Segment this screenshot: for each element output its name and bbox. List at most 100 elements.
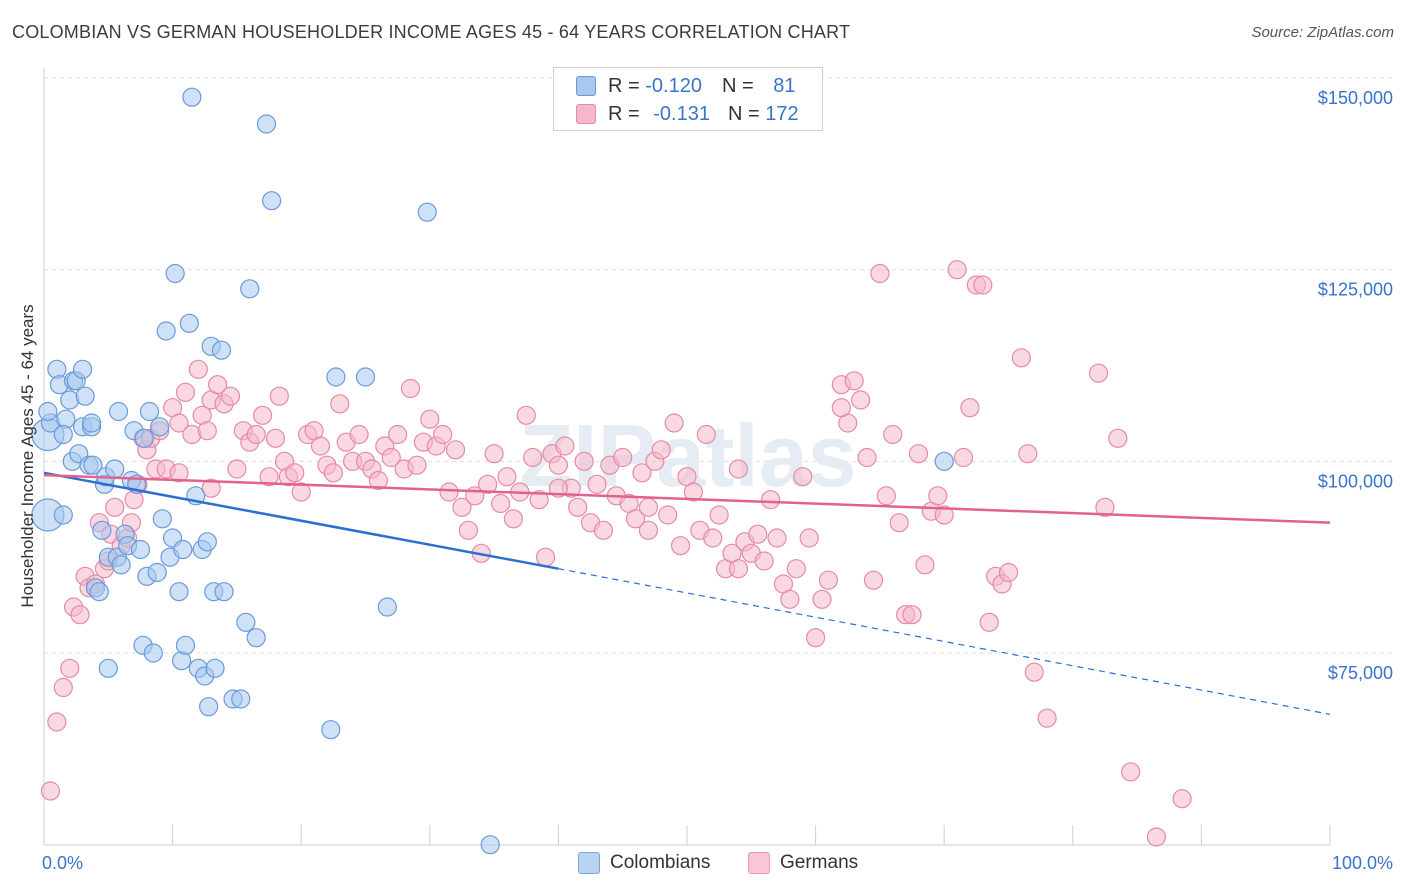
grid-lines <box>44 77 1392 654</box>
german-point <box>420 409 440 429</box>
german-point <box>323 463 343 483</box>
colombian-point <box>72 359 93 379</box>
legend-n-value: 172 <box>765 102 799 125</box>
colombian-point <box>173 539 193 560</box>
german-point <box>381 447 401 468</box>
german-point <box>625 509 646 529</box>
german-point <box>574 451 594 471</box>
german-point <box>947 260 967 280</box>
colombian-point <box>139 401 160 422</box>
axes <box>43 68 1331 846</box>
german-point <box>670 536 691 556</box>
german-point <box>535 547 556 567</box>
chart-title: COLOMBIAN VS GERMAN HOUSEHOLDER INCOME A… <box>12 22 851 42</box>
colombian-point <box>165 263 185 284</box>
german-point <box>568 497 588 517</box>
german-point <box>169 463 189 483</box>
german-point <box>1108 428 1128 448</box>
colombian-point <box>211 340 232 360</box>
german-point <box>613 447 633 468</box>
y-tick-label: $150,000 <box>1318 88 1393 108</box>
series-legend-colombians[interactable]: Colombians <box>578 852 710 874</box>
colombian-point <box>169 582 189 602</box>
legend-swatch-germans <box>576 104 596 124</box>
german-point <box>754 551 774 571</box>
german-point <box>548 455 569 475</box>
german-point <box>793 467 813 487</box>
series-legend-label: Colombians <box>610 852 711 873</box>
axis-labels: $75,000 $100,000 $125,000 $150,000 0.0% 100.0… <box>18 88 1393 873</box>
german-point <box>497 467 517 487</box>
german-point <box>458 520 478 540</box>
german-point <box>330 394 350 414</box>
german-point <box>220 386 241 406</box>
series-legend: Colombians Germans <box>0 852 1406 878</box>
german-point <box>876 486 896 506</box>
german-point <box>555 436 575 456</box>
colombian-point <box>147 562 167 583</box>
german-point <box>812 589 832 609</box>
german-point <box>632 463 652 483</box>
series-swatch-colombians <box>578 852 600 874</box>
colombian-point <box>214 582 234 602</box>
colombian-trend-line <box>43 471 559 570</box>
german-point <box>265 428 286 448</box>
legend-r-value: -0.131 <box>653 102 710 125</box>
german-point <box>651 440 671 460</box>
series-legend-label: Germans <box>780 852 859 873</box>
german-point <box>902 605 922 625</box>
german-point <box>523 447 543 468</box>
german-point <box>47 712 67 732</box>
german-point <box>439 482 459 502</box>
legend-r-value: -0.120 <box>645 74 702 97</box>
german-point <box>658 505 678 525</box>
german-point <box>259 467 279 487</box>
german-point <box>253 405 273 425</box>
colombian-point <box>83 455 103 475</box>
legend-n-value: 81 <box>773 74 796 97</box>
german-point <box>870 263 890 284</box>
german-point <box>1018 444 1038 464</box>
german-point <box>953 447 974 468</box>
german-point <box>780 589 800 609</box>
german-point <box>201 478 221 498</box>
german-point <box>40 781 61 801</box>
colombian-point <box>480 835 500 855</box>
german-point <box>1088 363 1109 383</box>
german-point <box>748 524 768 544</box>
colombian-point <box>262 191 282 211</box>
legend-row-colombians: R = -0.120 N = 81 <box>576 72 795 100</box>
german-point <box>246 424 266 445</box>
colombian-point <box>175 635 196 655</box>
german-point <box>915 555 935 575</box>
german-point <box>863 570 884 590</box>
colombian-point <box>934 451 954 471</box>
german-point <box>490 493 511 514</box>
legend-r-label: R = <box>608 102 646 125</box>
german-point <box>105 497 125 517</box>
german-point <box>960 398 980 418</box>
german-point <box>208 375 228 395</box>
german-point <box>805 628 826 648</box>
colombian-point <box>152 509 172 529</box>
german-point <box>1024 662 1044 682</box>
colombian-point <box>205 658 225 678</box>
colombian-point <box>417 202 437 222</box>
german-point <box>728 459 749 479</box>
german-point <box>1011 348 1031 368</box>
german-point <box>767 528 787 548</box>
german-point <box>844 371 864 391</box>
german-point <box>269 386 289 406</box>
german-point <box>1037 708 1057 728</box>
german-point <box>851 390 871 410</box>
series-legend-germans[interactable]: Germans <box>748 852 858 874</box>
german-point <box>227 459 247 479</box>
x-tick-label: 0.0% <box>42 853 83 873</box>
colombian-point <box>179 313 199 333</box>
colombian-point <box>199 697 219 717</box>
german-point <box>683 482 704 502</box>
german-point <box>973 275 993 295</box>
series-swatch-germans <box>748 852 770 874</box>
german-point <box>818 570 839 590</box>
german-point <box>857 447 877 468</box>
